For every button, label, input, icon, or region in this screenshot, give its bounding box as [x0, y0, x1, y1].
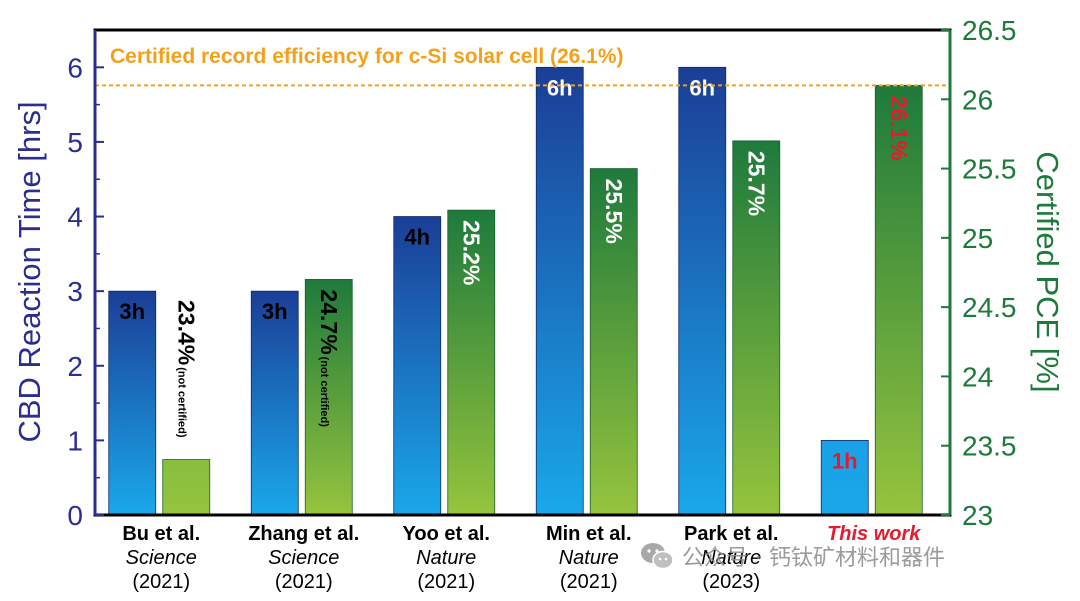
time-label: 3h: [262, 299, 288, 324]
time-bar: [535, 66, 584, 516]
pce-note: (not certified): [175, 367, 187, 438]
time-bar: [678, 66, 727, 516]
time-bar: [393, 216, 442, 516]
left-tick-label: 6: [67, 52, 83, 83]
right-tick-label: 25: [962, 223, 993, 254]
category-year: (2021): [132, 571, 190, 593]
right-tick-label: 24.5: [962, 292, 1017, 323]
left-tick-label: 1: [67, 425, 83, 456]
time-label: 4h: [404, 225, 430, 250]
category-journal: Science: [268, 547, 339, 569]
category-name: Park et al.: [684, 523, 779, 545]
right-tick-label: 24: [962, 361, 993, 392]
right-tick-label: 23: [962, 500, 993, 531]
category-name: Min et al.: [546, 523, 632, 545]
right-tick-label: 26: [962, 84, 993, 115]
left-tick-label: 3: [67, 276, 83, 307]
wechat-icon: [641, 543, 674, 570]
watermark-text: 公众号 · 钙钛矿材料和器件: [682, 546, 945, 571]
pce-bar: [447, 209, 496, 516]
right-tick-label: 26.5: [962, 15, 1017, 46]
left-tick-label: 2: [67, 351, 83, 382]
time-bar: [250, 290, 299, 516]
time-bar: [108, 290, 157, 516]
category-journal: Nature: [416, 547, 476, 569]
category-year: (2023): [702, 571, 760, 593]
time-label: 6h: [689, 75, 715, 100]
pce-label: 25.7%: [743, 151, 769, 216]
pce-bar: [732, 140, 781, 516]
reference-line-label: Certified record efficiency for c-Si sol…: [110, 45, 624, 68]
right-tick-label: 25.5: [962, 154, 1017, 185]
right-axis-title: Certified PCE [%]: [1030, 151, 1065, 392]
left-tick-label: 4: [67, 202, 83, 233]
left-axis-title: CBD Reaction Time [hrs]: [12, 101, 47, 442]
pce-label: 26.1%: [886, 95, 912, 160]
pce-label: 25.2%: [458, 220, 484, 285]
category-year: (2021): [275, 571, 333, 593]
category-year: (2021): [417, 571, 475, 593]
time-label: 6h: [547, 75, 573, 100]
right-tick-label: 23.5: [962, 431, 1017, 462]
category-name: Zhang et al.: [248, 523, 359, 545]
category-journal: Science: [126, 547, 197, 569]
pce-note: (not certified): [318, 357, 330, 428]
time-label: 3h: [119, 299, 145, 324]
pce-bar: [589, 168, 638, 516]
category-name: Yoo et al.: [403, 523, 490, 545]
category-journal: Nature: [701, 547, 761, 569]
left-tick-label: 0: [67, 500, 83, 531]
pce-label: 25.5%: [601, 179, 627, 244]
category-name: This work: [827, 523, 921, 545]
pce-bar: [304, 279, 353, 516]
left-tick-label: 5: [67, 127, 83, 158]
category-name: Bu et al.: [122, 523, 200, 545]
pce-bar: [874, 85, 923, 516]
pce-label: 23.4%(not certified): [173, 300, 199, 438]
category-year: (2021): [560, 571, 618, 593]
category-journal: Nature: [559, 547, 619, 569]
watermark: 公众号 · 钙钛矿材料和器件: [640, 536, 945, 576]
time-label: 1h: [832, 448, 858, 473]
pce-bar: [162, 459, 211, 516]
